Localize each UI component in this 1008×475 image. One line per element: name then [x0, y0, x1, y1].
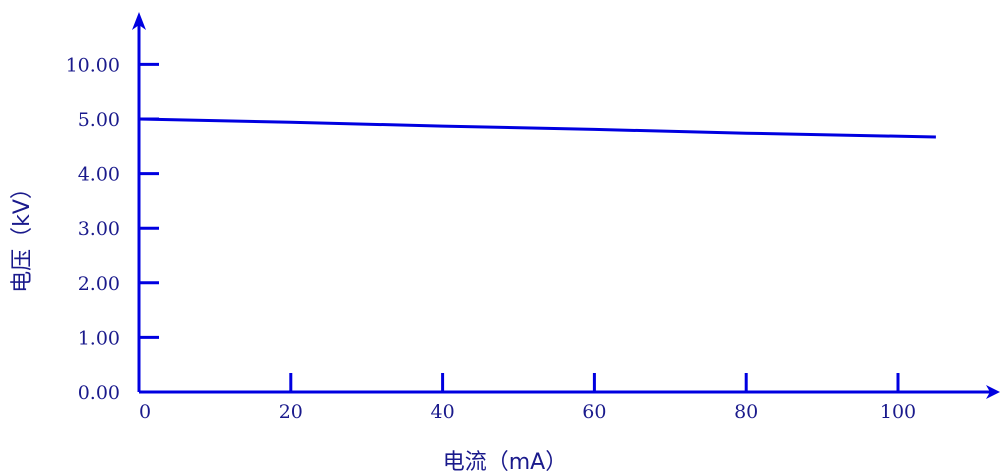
y-tick-label: 1.00	[78, 327, 120, 349]
y-tick-label: 5.00	[78, 109, 120, 131]
x-tick-label: 100	[880, 401, 916, 423]
x-tick-label: 40	[431, 401, 455, 423]
x-tick-label: 0	[139, 401, 151, 423]
x-axis-arrow	[986, 385, 1000, 399]
series	[138, 117, 936, 139]
x-tick-label: 60	[582, 401, 606, 423]
y-tick-label: 0.00	[78, 382, 120, 404]
y-axis-arrow	[132, 12, 146, 30]
y-tick-label: 2.00	[78, 273, 120, 295]
ticks	[139, 62, 900, 392]
y-tick-label: 10.00	[66, 54, 120, 76]
x-axis-title: 电流（mA）	[443, 450, 567, 475]
labels: 0 20 40 60 80 100 0.00 1.00 2.00 3.00 4.00 5.00 10.0…	[66, 54, 917, 423]
y-tick-label: 4.00	[78, 164, 120, 186]
axes	[132, 12, 1000, 399]
y-axis-title: 电压（kV）	[10, 177, 35, 293]
series-line	[138, 117, 936, 139]
x-tick-label: 80	[734, 401, 758, 423]
y-tick-label: 3.00	[78, 218, 120, 240]
x-tick-label: 20	[279, 401, 303, 423]
